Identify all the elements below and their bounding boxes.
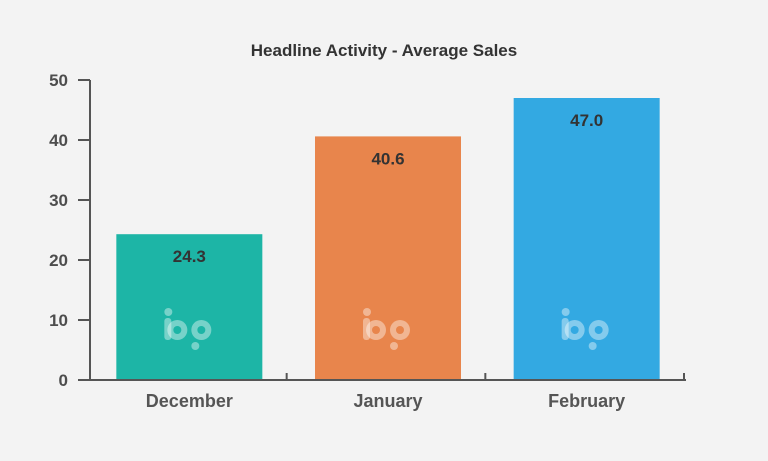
y-tick-label: 10 xyxy=(49,311,68,330)
bp-logo-icon xyxy=(561,308,609,350)
bar xyxy=(513,98,660,380)
bars-group: 24.3 40.6 47.0 xyxy=(116,98,660,380)
x-tick-label: December xyxy=(146,391,233,411)
x-axis: December January February xyxy=(90,373,686,411)
data-label: 47.0 xyxy=(570,111,603,130)
chart-title: Headline Activity - Average Sales xyxy=(251,41,517,60)
y-tick-label: 20 xyxy=(49,251,68,270)
x-tick-label: January xyxy=(353,391,422,411)
x-tick-label: February xyxy=(548,391,625,411)
y-tick-label: 50 xyxy=(49,71,68,90)
y-tick-label: 0 xyxy=(59,371,68,390)
bp-logo-icon xyxy=(164,308,212,350)
data-label: 24.3 xyxy=(173,247,206,266)
bp-logo-icon xyxy=(363,308,410,350)
y-tick-label: 30 xyxy=(49,191,68,210)
y-tick-label: 40 xyxy=(49,131,68,150)
y-axis: 0 10 20 30 40 50 xyxy=(49,71,91,390)
data-label: 40.6 xyxy=(371,149,404,168)
bar xyxy=(315,136,461,380)
bar xyxy=(116,234,263,380)
